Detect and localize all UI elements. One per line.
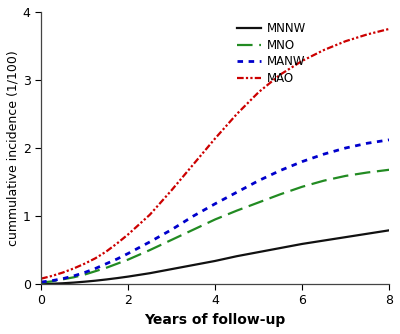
MAO xyxy=(39,277,44,281)
MANW xyxy=(126,252,130,256)
MANW xyxy=(148,240,152,244)
MANW xyxy=(71,274,76,278)
MNO xyxy=(39,281,44,285)
MNNW xyxy=(82,280,87,284)
MANW xyxy=(343,146,348,150)
MNO xyxy=(234,209,239,213)
MANW xyxy=(50,279,54,283)
MNNW xyxy=(148,271,152,275)
MNO xyxy=(343,174,348,178)
MNNW xyxy=(93,279,98,283)
MNNW xyxy=(50,282,54,286)
MNO xyxy=(300,185,304,189)
MANW xyxy=(169,228,174,232)
MANW xyxy=(256,179,261,183)
MNNW xyxy=(300,242,304,246)
X-axis label: Years of follow-up: Years of follow-up xyxy=(144,313,286,327)
MNO xyxy=(169,238,174,242)
MAO xyxy=(234,112,239,116)
MAO xyxy=(191,162,196,166)
MNO xyxy=(60,277,65,281)
MNNW xyxy=(169,267,174,271)
MAO xyxy=(60,271,65,275)
MNO xyxy=(365,170,370,174)
MNO xyxy=(278,192,283,196)
MAO xyxy=(387,27,392,31)
MAO xyxy=(365,32,370,36)
MNNW xyxy=(256,250,261,254)
MANW xyxy=(104,262,109,266)
MNNW xyxy=(60,281,65,285)
MANW xyxy=(387,138,392,142)
Line: MNNW: MNNW xyxy=(41,230,389,284)
MNO xyxy=(148,248,152,252)
MANW xyxy=(213,202,218,206)
MNO xyxy=(104,266,109,270)
MNNW xyxy=(213,259,218,263)
MNO xyxy=(322,179,326,183)
Line: MNO: MNO xyxy=(41,170,389,283)
MAO xyxy=(322,48,326,52)
MNNW xyxy=(387,228,392,232)
MNNW xyxy=(104,278,109,282)
MANW xyxy=(278,168,283,172)
MAO xyxy=(82,262,87,266)
MNO xyxy=(256,200,261,204)
MNO xyxy=(213,217,218,221)
MNO xyxy=(387,168,392,172)
MANW xyxy=(234,190,239,194)
MANW xyxy=(39,280,44,284)
MNO xyxy=(191,228,196,232)
MANW xyxy=(322,152,326,156)
MAO xyxy=(148,213,152,217)
MNNW xyxy=(343,235,348,239)
MAO xyxy=(169,188,174,192)
Line: MAO: MAO xyxy=(41,29,389,279)
MANW xyxy=(60,277,65,281)
MNNW xyxy=(322,238,326,242)
MNNW xyxy=(126,275,130,279)
MANW xyxy=(365,141,370,145)
MNO xyxy=(71,275,76,279)
Legend: MNNW, MNO, MANW, MAO: MNNW, MNO, MANW, MAO xyxy=(232,17,311,90)
MAO xyxy=(104,249,109,254)
Y-axis label: cummulative incidence (1/100): cummulative incidence (1/100) xyxy=(7,50,20,246)
Line: MANW: MANW xyxy=(41,140,389,282)
MNO xyxy=(82,273,87,277)
MNNW xyxy=(234,254,239,258)
MNO xyxy=(126,258,130,262)
MAO xyxy=(50,274,54,278)
MNNW xyxy=(39,282,44,286)
MAO xyxy=(256,90,261,94)
MNO xyxy=(93,269,98,273)
MNO xyxy=(115,262,120,266)
MNNW xyxy=(115,276,120,280)
MANW xyxy=(191,214,196,218)
MAO xyxy=(343,39,348,43)
MANW xyxy=(93,267,98,271)
MAO xyxy=(71,267,76,271)
MANW xyxy=(300,160,304,164)
MNNW xyxy=(191,263,196,267)
MAO xyxy=(213,137,218,141)
MAO xyxy=(93,256,98,260)
MNNW xyxy=(278,246,283,250)
MAO xyxy=(126,232,130,236)
MANW xyxy=(82,271,87,275)
MANW xyxy=(115,257,120,261)
MNO xyxy=(50,279,54,283)
MNNW xyxy=(71,281,76,285)
MAO xyxy=(278,72,283,76)
MAO xyxy=(115,241,120,245)
MNNW xyxy=(365,232,370,236)
MAO xyxy=(300,59,304,63)
